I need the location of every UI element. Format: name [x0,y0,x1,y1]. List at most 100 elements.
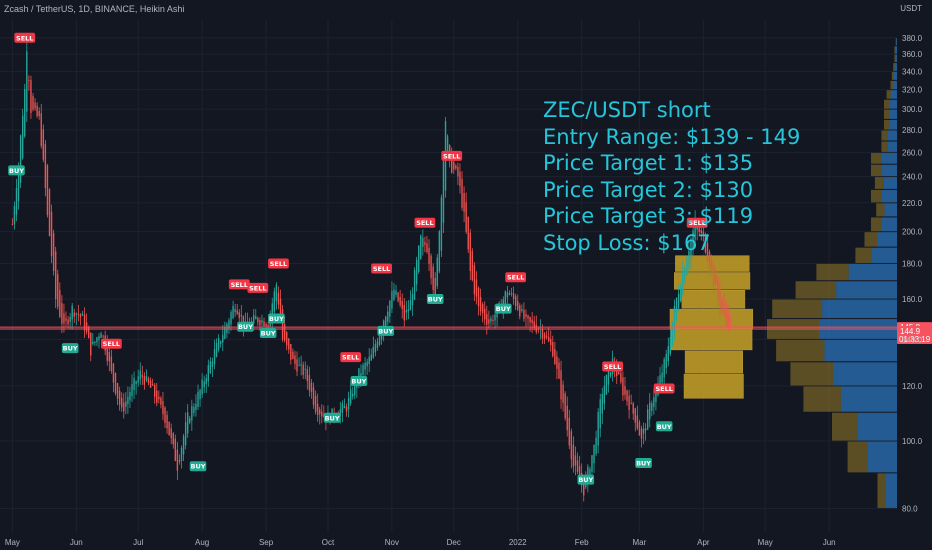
candle-body [591,455,593,472]
candle-body [59,290,61,317]
candle-body [306,369,309,382]
volume-profile-bar [884,203,897,217]
candle-body [189,418,191,423]
candle-body [601,394,603,414]
candle-body [54,251,57,300]
candle-body [492,319,494,321]
candle-body [430,255,432,279]
annotation-line: Price Target 2: $130 [543,177,754,202]
candle-body [207,365,210,382]
candle-body [655,388,657,403]
signal-label: BUY [238,323,253,331]
candle-body [463,192,465,212]
candle-body [40,113,42,147]
candle-body [550,339,552,346]
volume-profile-bar [840,386,897,412]
sell-signal: SELL [340,352,362,363]
volume-profile-bar [895,54,897,63]
volume-profile-bar [816,263,849,281]
annotation-line: Price Target 3: $119 [543,204,754,229]
candle-body [399,296,401,306]
candle-body [26,51,28,112]
y-tick-label: 120.0 [902,382,923,391]
candle-body [61,303,63,324]
candle-body [640,428,643,439]
volume-profile-bar [889,119,897,130]
candle-body [242,315,245,328]
candle-body [149,380,152,388]
candle-body [288,338,290,350]
candle-body [636,415,639,429]
volume-profile-bar [847,441,868,473]
candle-body [708,251,711,269]
candle-body [162,401,164,415]
candle-body [65,318,67,321]
countdown-bg [897,334,932,345]
volume-profile-bar [832,412,858,441]
candle-body [44,144,47,189]
candle-body [651,403,653,411]
candle-body [589,468,591,475]
candle-body [345,406,348,412]
candle-body [446,136,449,154]
candle-body [314,395,317,412]
candle-body [187,412,189,434]
candle-body [339,409,342,417]
sell-signal: SELL [268,258,289,269]
volume-profile-bar [881,164,897,177]
sell-signal: SELL [14,32,36,43]
signal-label: BUY [636,459,651,467]
sell-signal: SELL [602,361,624,372]
buy-signal: BUY [189,461,207,472]
candle-body [401,300,403,310]
candle-body [296,359,298,372]
session-profile-bar [684,350,743,374]
signal-label: BUY [578,476,593,484]
candle-body [560,370,562,400]
candle-body [459,171,461,187]
candle-body [215,343,218,357]
signal-label: BUY [378,327,393,335]
candle-body [137,376,139,383]
candle-body [523,309,525,319]
candle-body [354,380,356,396]
volume-profile-bar [871,217,882,232]
candle-body [465,202,467,233]
candle-body [729,320,731,322]
candle-body [533,321,535,328]
candle-body [653,397,655,407]
buy-signal: BUY [577,474,595,485]
candle-body [432,266,434,290]
candle-body [79,314,82,317]
candle-body [395,290,397,295]
signal-box [14,32,36,43]
candle-body [407,309,410,312]
volume-profile-bar [889,109,897,119]
candle-body [19,135,22,183]
x-tick-label: 2022 [509,538,527,547]
candle-body [422,237,424,247]
candle-body [38,110,40,117]
buy-signal: BUY [635,457,652,468]
candle-body [504,291,507,304]
candle-body [710,259,713,271]
candle-body [461,178,463,208]
candle-body [57,274,59,307]
candle-body [316,403,319,416]
candle-body [349,389,352,404]
candle-body [723,303,725,311]
volume-profile-bar [864,232,878,247]
volume-profile-bar [803,386,841,412]
price-label: 144.9 [900,327,921,336]
candle-body [370,354,372,361]
candle-body [624,386,626,395]
signal-label: SELL [103,340,120,348]
signal-box [100,338,122,349]
candle-body [184,422,187,446]
volume-profile-bar [867,441,897,473]
y-tick-label: 360.0 [902,50,923,59]
candle-body [696,226,698,230]
candle-body [418,245,420,272]
candle-body [143,376,146,385]
